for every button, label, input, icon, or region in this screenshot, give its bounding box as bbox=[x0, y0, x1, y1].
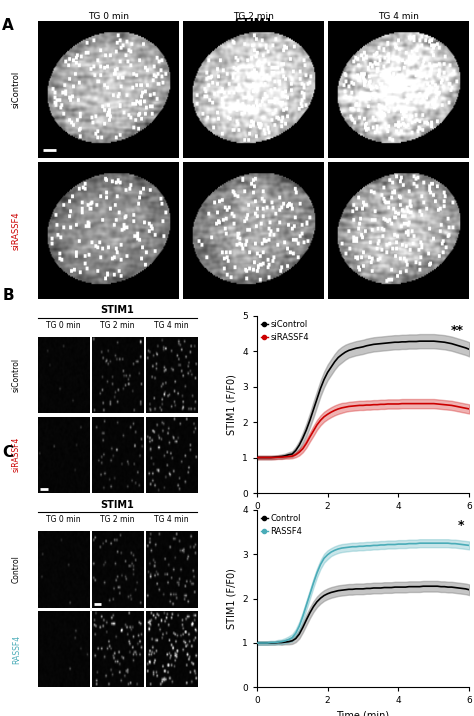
Text: siControl: siControl bbox=[12, 358, 21, 392]
Text: TG 0 min: TG 0 min bbox=[46, 321, 81, 330]
Text: TG 4 min: TG 4 min bbox=[154, 515, 189, 524]
Text: siRASSF4: siRASSF4 bbox=[12, 437, 21, 473]
Text: TG 0 min: TG 0 min bbox=[46, 515, 81, 524]
Text: STIM1: STIM1 bbox=[101, 306, 135, 316]
Legend: siControl, siRASSF4: siControl, siRASSF4 bbox=[261, 320, 309, 342]
Legend: Control, RASSF4: Control, RASSF4 bbox=[261, 514, 302, 536]
Text: A: A bbox=[2, 18, 14, 33]
Title: TG 2 min: TG 2 min bbox=[233, 11, 274, 21]
Title: TG 0 min: TG 0 min bbox=[88, 11, 129, 21]
Text: TG 4 min: TG 4 min bbox=[154, 321, 189, 330]
Text: siControl: siControl bbox=[12, 71, 21, 108]
Title: TG 4 min: TG 4 min bbox=[378, 11, 419, 21]
Y-axis label: STIM1 (F/F0): STIM1 (F/F0) bbox=[227, 374, 237, 435]
Text: Control: Control bbox=[12, 556, 21, 584]
Text: B: B bbox=[2, 288, 14, 303]
Text: STIM1: STIM1 bbox=[101, 500, 135, 510]
X-axis label: Time (min): Time (min) bbox=[337, 517, 390, 527]
Text: *: * bbox=[457, 519, 464, 532]
Text: TG 2 min: TG 2 min bbox=[100, 321, 135, 330]
Text: **: ** bbox=[451, 324, 464, 337]
Text: TG 2 min: TG 2 min bbox=[100, 515, 135, 524]
Text: siRASSF4: siRASSF4 bbox=[12, 211, 21, 250]
Text: STIM1: STIM1 bbox=[234, 18, 273, 28]
Y-axis label: STIM1 (F/F0): STIM1 (F/F0) bbox=[227, 569, 237, 629]
Text: C: C bbox=[2, 445, 13, 460]
Text: RASSF4: RASSF4 bbox=[12, 634, 21, 664]
X-axis label: Time (min): Time (min) bbox=[337, 711, 390, 716]
